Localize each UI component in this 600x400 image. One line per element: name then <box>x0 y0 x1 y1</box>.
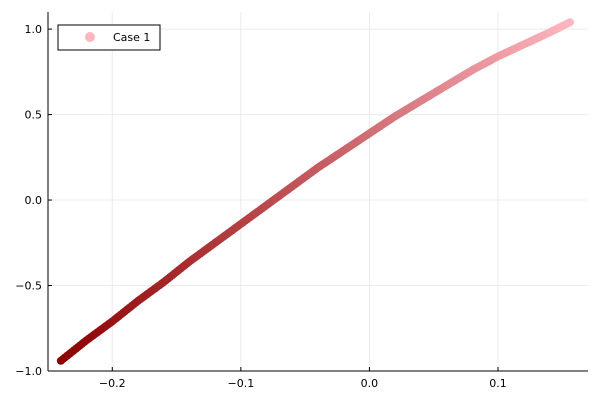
x-tick-label: −0.2 <box>99 377 126 390</box>
legend-label: Case 1 <box>113 31 150 44</box>
y-tick-label: 0.5 <box>25 109 43 122</box>
data-point <box>566 18 574 27</box>
data-series <box>56 18 574 365</box>
y-tick-label: 0.0 <box>25 194 43 207</box>
grid <box>48 12 588 372</box>
x-tick-label: 0.1 <box>489 377 507 390</box>
legend: Case 1 <box>57 24 161 51</box>
axes: −0.2 −0.1 0.0 0.1 −1.0 −0.5 0.0 0.5 1.0 <box>15 12 588 390</box>
y-tick-label: −1.0 <box>15 365 42 378</box>
y-tick-label: −0.5 <box>15 280 42 293</box>
legend-box <box>57 24 161 51</box>
legend-marker <box>85 32 95 42</box>
y-tick-label: 1.0 <box>25 23 43 36</box>
x-tick-label: 0.0 <box>361 377 379 390</box>
x-tick-label: −0.1 <box>227 377 254 390</box>
